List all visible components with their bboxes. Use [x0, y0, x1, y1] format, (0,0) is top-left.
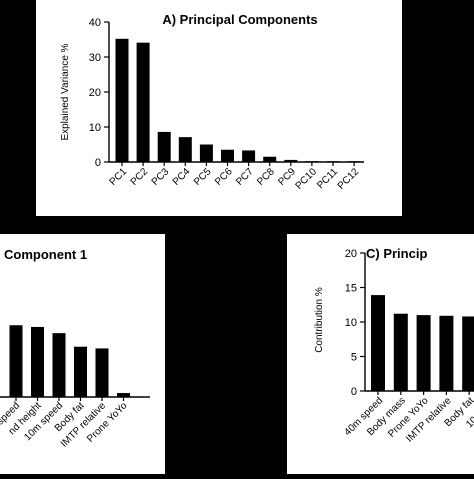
bar — [439, 315, 454, 391]
panel-a-title: A) Principal Components — [162, 12, 317, 27]
y-tick-label: 10 — [89, 122, 101, 134]
bar — [74, 346, 87, 397]
bar — [178, 137, 192, 162]
bar — [263, 156, 277, 162]
panel-a-background — [36, 0, 402, 216]
bar — [199, 144, 213, 162]
panel-a: A) Principal Components Explained Varian… — [36, 0, 402, 216]
y-tick-label: 20 — [89, 87, 101, 99]
bar — [462, 316, 474, 391]
panel-c-title: C) Princip — [366, 246, 427, 261]
bar — [284, 159, 298, 162]
bar — [136, 42, 150, 162]
y-tick-label: 40 — [89, 17, 101, 29]
bar — [31, 326, 44, 397]
y-tick-label: 0 — [351, 386, 357, 398]
panel-a-y-axis-label: Explained Variance % — [60, 43, 71, 140]
y-tick-label: 5 — [351, 352, 357, 364]
bar — [416, 315, 431, 391]
bar — [95, 348, 109, 397]
panel-b-title: Component 1 — [4, 247, 87, 262]
bar — [242, 150, 256, 162]
bar — [117, 393, 130, 397]
bar — [347, 161, 361, 162]
bar — [157, 131, 171, 162]
bar — [52, 333, 66, 397]
y-tick-label: 10 — [345, 317, 357, 329]
y-tick-label: 30 — [89, 52, 101, 64]
bar — [393, 313, 408, 391]
bar — [305, 161, 319, 162]
bar — [221, 149, 234, 162]
y-tick-label: 15 — [345, 283, 357, 295]
bar — [371, 295, 385, 391]
y-tick-label: 20 — [345, 248, 357, 260]
bar — [326, 161, 340, 162]
bar — [115, 38, 129, 162]
y-tick-label: 0 — [95, 157, 101, 169]
bar — [9, 325, 23, 397]
panel-c-y-axis-label: Contribution % — [314, 287, 325, 353]
